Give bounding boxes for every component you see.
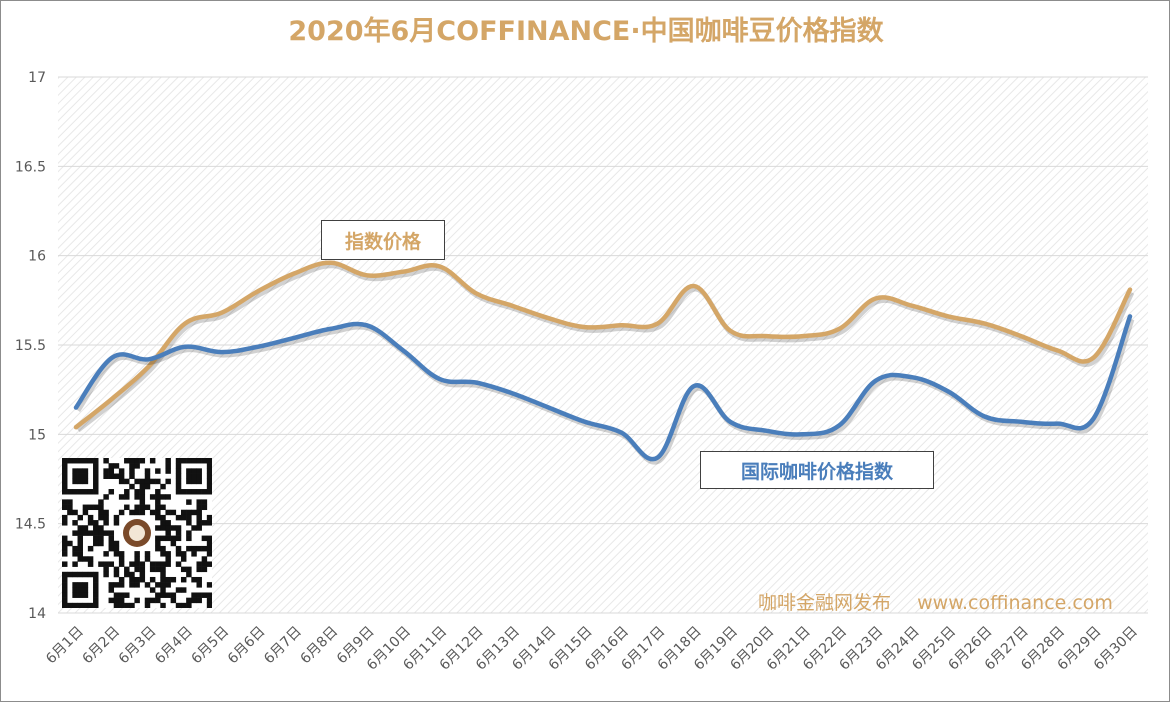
- x-tick-label: 6月4日: [152, 624, 196, 668]
- y-tick-label: 15: [28, 427, 46, 443]
- legend-label-intl-index: 国际咖啡价格指数: [700, 451, 934, 489]
- x-tick-label: 6月2日: [79, 624, 123, 668]
- y-tick-label: 14.5: [15, 517, 46, 533]
- y-tick-label: 16.5: [15, 159, 46, 175]
- gridlines: [58, 76, 1148, 614]
- x-tick-label: 6月3日: [116, 624, 160, 668]
- series-line-intl-index: [73, 314, 1133, 462]
- watermark: 咖啡金融网发布 www.coffinance.com: [758, 588, 1113, 615]
- y-tick-label: 17: [28, 70, 46, 86]
- x-tick-label: 6月5日: [188, 624, 232, 668]
- chart-title: 2020年6月COFFINANCE·中国咖啡豆价格指数: [288, 15, 884, 47]
- x-tick-label: 6月1日: [43, 624, 87, 668]
- intl-index-label: 国际咖啡价格指数: [740, 460, 893, 483]
- y-axis-tick-labels: 14 14.5 15 15.5 16 16.5 17: [15, 70, 46, 622]
- x-tick-label: 6月7日: [261, 624, 305, 668]
- y-tick-label: 15.5: [15, 338, 46, 354]
- x-tick-label: 6月8日: [298, 624, 342, 668]
- index-price-label: 指数价格: [344, 230, 421, 253]
- x-axis-tick-labels: 6月1日6月2日6月3日6月4日6月5日6月6日6月7日6月8日6月9日6月10…: [43, 624, 1141, 674]
- watermark-publisher: 咖啡金融网发布: [758, 592, 892, 614]
- y-tick-label: 16: [28, 249, 46, 265]
- qr-code-icon: [62, 458, 213, 609]
- x-tick-label: 6月6日: [225, 624, 269, 668]
- watermark-site: www.coffinance.com: [917, 592, 1113, 614]
- series-line-index-price-shadow: [76, 263, 1135, 433]
- series-line-index-price: [73, 260, 1133, 430]
- series-lines: [73, 260, 1135, 465]
- legend-label-index-price: 指数价格: [321, 220, 445, 260]
- y-tick-label: 14: [28, 606, 46, 622]
